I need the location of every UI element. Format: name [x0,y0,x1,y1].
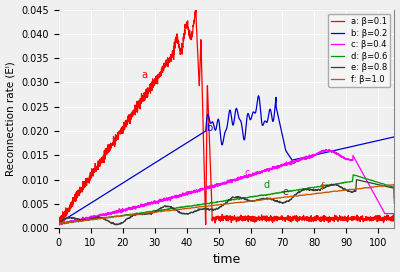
Line: b: β=0.2: b: β=0.2 [58,96,394,223]
e: β=0.8: (82.7, 0.0082): β=0.8: (82.7, 0.0082) [321,187,326,190]
d: β=0.6: (102, 0.00894): β=0.6: (102, 0.00894) [382,183,387,186]
a: β=0.1: (48.4, 0.00186): β=0.1: (48.4, 0.00186) [211,218,216,221]
b: β=0.2: (102, 0.0184): β=0.2: (102, 0.0184) [382,137,387,141]
Text: e: e [282,187,288,197]
e: β=0.8: (48.3, 0.00374): β=0.8: (48.3, 0.00374) [210,208,215,212]
d: β=0.6: (102, 0.00898): β=0.6: (102, 0.00898) [382,183,387,186]
a: β=0.1: (0, 0.00188): β=0.1: (0, 0.00188) [56,217,61,221]
a: β=0.1: (102, 0.00214): β=0.1: (102, 0.00214) [383,216,388,220]
a: β=0.1: (102, 0.00181): β=0.1: (102, 0.00181) [382,218,387,221]
Line: a: β=0.1: a: β=0.1 [58,10,394,224]
d: β=0.6: (51.1, 0.00545): β=0.6: (51.1, 0.00545) [220,200,224,203]
f: β=1.0: (51.1, 0.00486): β=1.0: (51.1, 0.00486) [220,203,224,206]
b: β=0.2: (0, 0.001): β=0.2: (0, 0.001) [56,222,61,225]
Text: c: c [244,168,250,178]
f: β=1.0: (5.36, 0.00142): β=1.0: (5.36, 0.00142) [73,220,78,223]
b: β=0.2: (102, 0.0183): β=0.2: (102, 0.0183) [382,137,387,141]
e: β=0.8: (51.1, 0.00462): β=0.8: (51.1, 0.00462) [220,204,224,207]
Line: e: β=0.8: e: β=0.8 [58,180,394,226]
d: β=0.6: (82.7, 0.00864): β=0.6: (82.7, 0.00864) [321,185,326,188]
d: β=0.6: (5.36, 0.00132): β=0.6: (5.36, 0.00132) [73,220,78,223]
a: β=0.1: (51.2, 0.00288): β=0.1: (51.2, 0.00288) [220,212,225,216]
Line: f: β=1.0: f: β=1.0 [58,185,394,226]
f: β=1.0: (48.3, 0.00469): β=1.0: (48.3, 0.00469) [210,204,215,207]
b: β=0.2: (48.3, 0.0218): β=0.2: (48.3, 0.0218) [210,121,215,124]
c: β=0.4: (0.893, 0.000789): β=0.4: (0.893, 0.000789) [59,223,64,226]
f: β=1.0: (82.7, 0.00728): β=1.0: (82.7, 0.00728) [321,191,326,194]
e: β=0.8: (102, 0.00866): β=0.8: (102, 0.00866) [382,184,387,188]
b: β=0.2: (62.5, 0.0272): β=0.2: (62.5, 0.0272) [256,94,261,97]
c: β=0.4: (82.7, 0.0158): β=0.4: (82.7, 0.0158) [321,150,326,153]
c: β=0.4: (102, 0.003): β=0.4: (102, 0.003) [382,212,387,215]
Line: d: β=0.6: d: β=0.6 [58,175,394,225]
c: β=0.4: (48.3, 0.00865): β=0.4: (48.3, 0.00865) [211,184,216,188]
c: β=0.4: (5.41, 0.00188): β=0.4: (5.41, 0.00188) [74,217,78,221]
e: β=0.8: (102, 0.00865): β=0.8: (102, 0.00865) [382,184,387,188]
e: β=0.8: (93.1, 0.00998): β=0.8: (93.1, 0.00998) [354,178,359,181]
Y-axis label: Reconnection rate (Eᴵ): Reconnection rate (Eᴵ) [6,61,16,176]
X-axis label: time: time [212,254,241,267]
e: β=0.8: (0, 0.000517): β=0.8: (0, 0.000517) [56,224,61,227]
e: β=0.8: (105, 0.00616): β=0.8: (105, 0.00616) [392,197,397,200]
d: β=0.6: (0, 0.000592): β=0.6: (0, 0.000592) [56,224,61,227]
b: β=0.2: (5.36, 0.00321): β=0.2: (5.36, 0.00321) [73,211,78,214]
a: β=0.1: (42.8, 0.045): β=0.1: (42.8, 0.045) [193,8,198,11]
f: β=1.0: (102, 0.00874): β=1.0: (102, 0.00874) [382,184,387,187]
c: β=0.4: (83.5, 0.0162): β=0.4: (83.5, 0.0162) [323,148,328,151]
f: β=1.0: (0, 0.000482): β=1.0: (0, 0.000482) [56,224,61,227]
d: β=0.6: (105, 0.00506): β=0.6: (105, 0.00506) [392,202,397,205]
f: β=1.0: (105, 0.00897): β=1.0: (105, 0.00897) [392,183,396,186]
Legend: a: β=0.1, b: β=0.2, c: β=0.4, d: β=0.6, e: β=0.8, f: β=1.0: a: β=0.1, b: β=0.2, c: β=0.4, d: β=0.6, … [328,14,390,87]
f: β=1.0: (105, 0.0056): β=1.0: (105, 0.0056) [392,199,397,203]
b: β=0.2: (82.7, 0.0155): β=0.2: (82.7, 0.0155) [321,152,326,155]
a: β=0.1: (5.41, 0.00677): β=0.1: (5.41, 0.00677) [74,194,78,197]
c: β=0.4: (105, 0.003): β=0.4: (105, 0.003) [392,212,397,215]
a: β=0.1: (82.8, 0.00256): β=0.1: (82.8, 0.00256) [321,214,326,217]
a: β=0.1: (1.05, 0.00075): β=0.1: (1.05, 0.00075) [60,223,64,226]
d: β=0.6: (92.1, 0.011): β=0.6: (92.1, 0.011) [351,173,356,177]
c: β=0.4: (51.1, 0.00919): β=0.4: (51.1, 0.00919) [220,182,224,185]
c: β=0.4: (102, 0.003): β=0.4: (102, 0.003) [383,212,388,215]
Line: c: β=0.4: c: β=0.4 [58,149,394,224]
Text: b: b [206,123,212,133]
f: β=1.0: (102, 0.00872): β=1.0: (102, 0.00872) [382,184,387,187]
Text: d: d [263,180,270,190]
c: β=0.4: (0, 0.000999): β=0.4: (0, 0.000999) [56,222,61,225]
a: β=0.1: (105, 0.00137): β=0.1: (105, 0.00137) [392,220,397,223]
Text: f: f [321,182,324,192]
b: β=0.2: (51.1, 0.0172): β=0.2: (51.1, 0.0172) [220,143,224,146]
e: β=0.8: (5.36, 0.00198): β=0.8: (5.36, 0.00198) [73,217,78,220]
b: β=0.2: (105, 0.0188): β=0.2: (105, 0.0188) [392,135,397,138]
Text: a: a [142,70,148,80]
d: β=0.6: (48.3, 0.00521): β=0.6: (48.3, 0.00521) [210,201,215,205]
